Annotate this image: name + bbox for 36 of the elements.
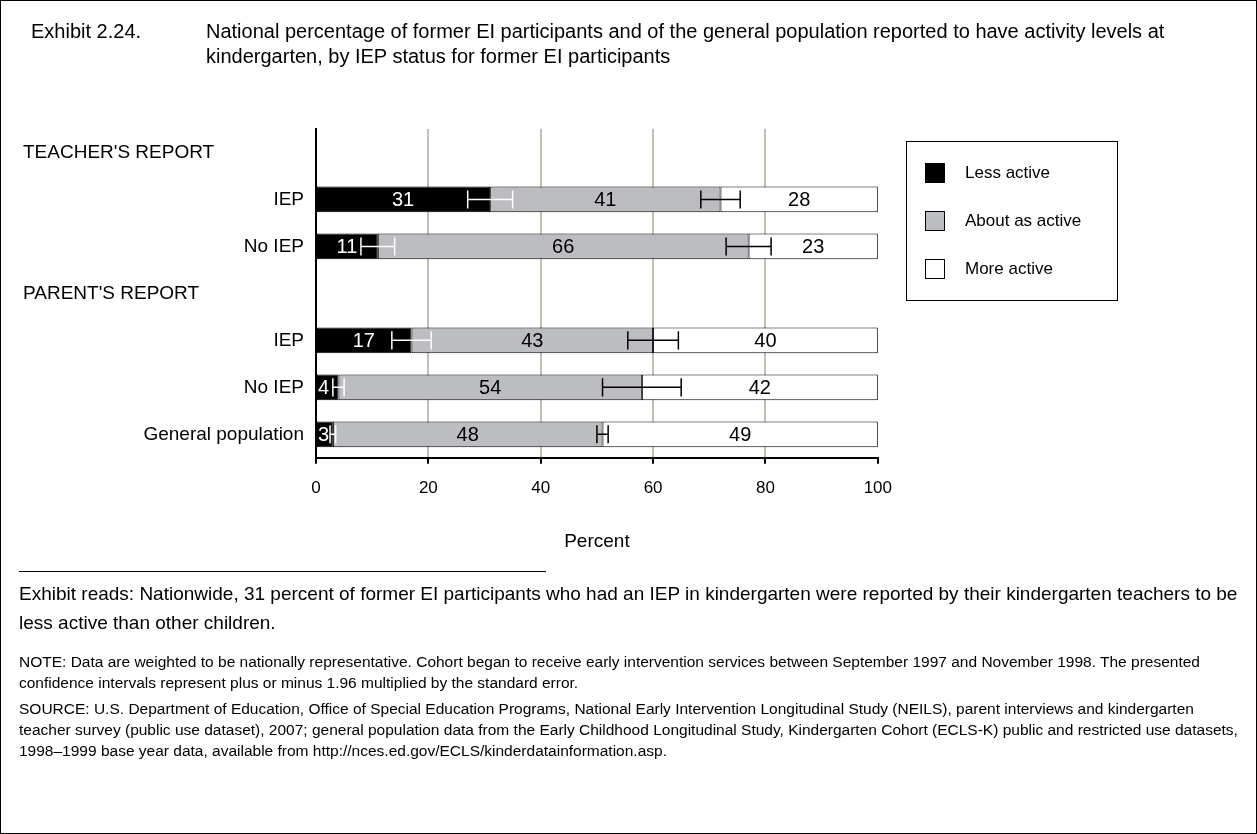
data-label: 43	[521, 328, 544, 351]
data-label: 4	[318, 375, 330, 398]
text: TEACHER'S REPORT	[23, 140, 215, 162]
data-label: 28	[788, 187, 811, 210]
x-tick-label: 40	[531, 477, 551, 497]
data-label: 41	[594, 187, 617, 210]
data-label: 3	[318, 422, 330, 445]
data-label: 40	[754, 328, 777, 351]
y-tick-label: No IEP	[243, 234, 304, 256]
chart-title: Exhibit 2.24. National percentage of former EI participants and of the general population reported to have activity levels at kindergarten, by IEP status for former EI participants	[31, 20, 1165, 67]
y-tick-label: IEP	[273, 328, 304, 350]
data-label: 23	[802, 234, 825, 257]
source-note: SOURCE: U.S. Department of Education, Office of Special Education Programs, National Early Intervention Longitudinal Study (NEILS), parent interviews and kindergarten teacher survey (public use dataset), 2007; general population data from the Early Childhood Longitudinal Study, Kindergarten Cohort (ECLS-K) public and restricted use datasets, 1998–1999 base year data, available from http://nces.ed.gov/ECLS/kinderdatainformation.asp.	[19, 699, 1239, 761]
x-tick-label: 80	[755, 477, 775, 497]
y-tick-label: General population	[143, 422, 304, 444]
x-tick-label: 100	[863, 477, 893, 497]
data-label: 66	[552, 234, 575, 257]
legend-label: More active	[965, 259, 1053, 279]
data-label: 42	[748, 375, 771, 398]
data-label: 54	[479, 375, 502, 398]
data-label: 49	[729, 422, 752, 445]
legend-label: About as active	[965, 211, 1082, 231]
data-label: 11	[336, 234, 358, 257]
text: Exhibit reads: Nationwide, 31 percent of former EI participants who had an IEP in kindergarten were reported by their kindergarten teachers to be less active than other children.	[19, 582, 1239, 635]
y-tick-label: IEP	[273, 187, 304, 209]
x-tick-label: 20	[418, 477, 438, 497]
x-axis-title: Percent	[564, 529, 631, 551]
y-tick-label: No IEP	[243, 375, 304, 397]
data-label: 31	[391, 187, 415, 210]
data-label: 17	[352, 328, 375, 351]
data-label: 48	[456, 422, 479, 445]
x-tick-label: 60	[643, 477, 663, 497]
legend-label: Less active	[965, 163, 1051, 183]
text: PARENT'S REPORT	[23, 281, 200, 303]
text: NOTE: Data are weighted to be nationally representative. Cohort began to receive early intervention services between September 1997 and November 1998. The presented confidence intervals represent plus or minus 1.96 multiplied by the standard error.	[19, 652, 1201, 693]
x-tick-label: 0	[311, 477, 321, 497]
